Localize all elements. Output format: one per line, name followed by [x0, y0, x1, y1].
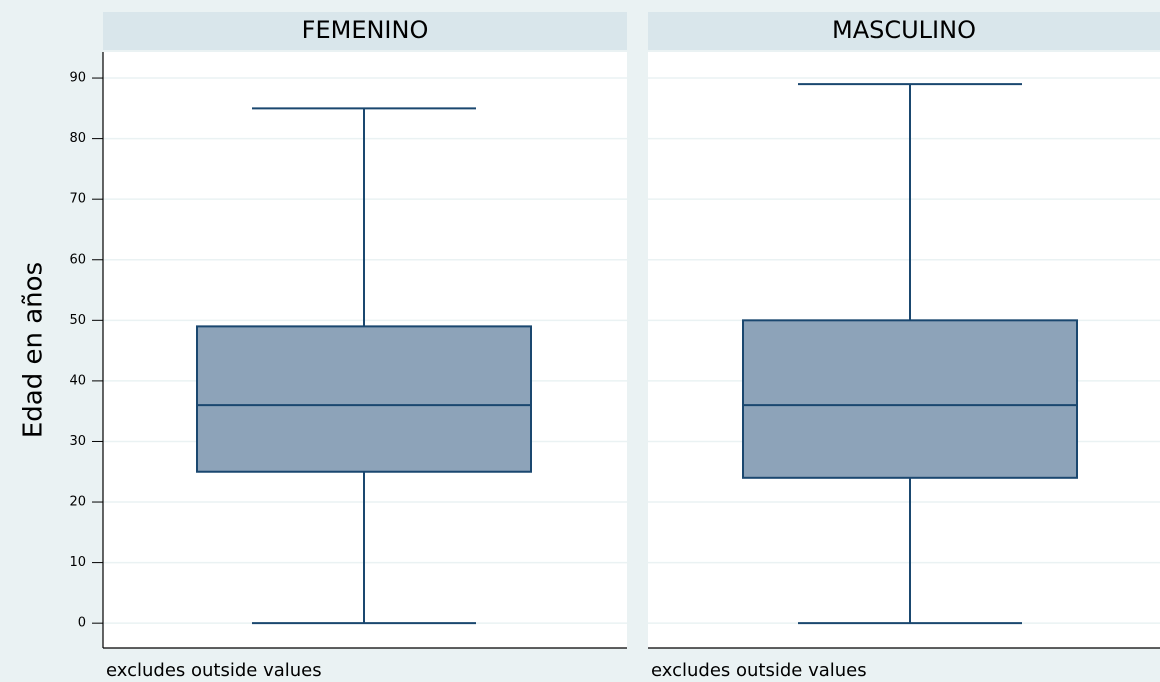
y-tick-label: 0 — [78, 616, 86, 631]
note: excludes outside values — [106, 660, 322, 681]
y-tick-label: 10 — [69, 555, 86, 570]
panel-title: MASCULINO — [832, 16, 976, 44]
y-tick-label: 80 — [69, 131, 86, 146]
y-tick-label: 90 — [69, 71, 86, 86]
box — [742, 319, 1078, 479]
box — [196, 325, 532, 473]
y-tick-label: 30 — [69, 434, 86, 449]
panel-title: FEMENINO — [302, 16, 429, 44]
note: excludes outside values — [651, 660, 867, 681]
y-tick-label: 60 — [69, 252, 86, 267]
y-axis-title: Edad en años — [19, 262, 49, 438]
y-tick-label: 50 — [69, 313, 86, 328]
y-tick-label: 20 — [69, 495, 86, 510]
strip — [648, 12, 1160, 50]
strip — [103, 12, 627, 50]
y-tick-label: 40 — [69, 373, 86, 388]
y-tick-label: 70 — [69, 192, 86, 207]
